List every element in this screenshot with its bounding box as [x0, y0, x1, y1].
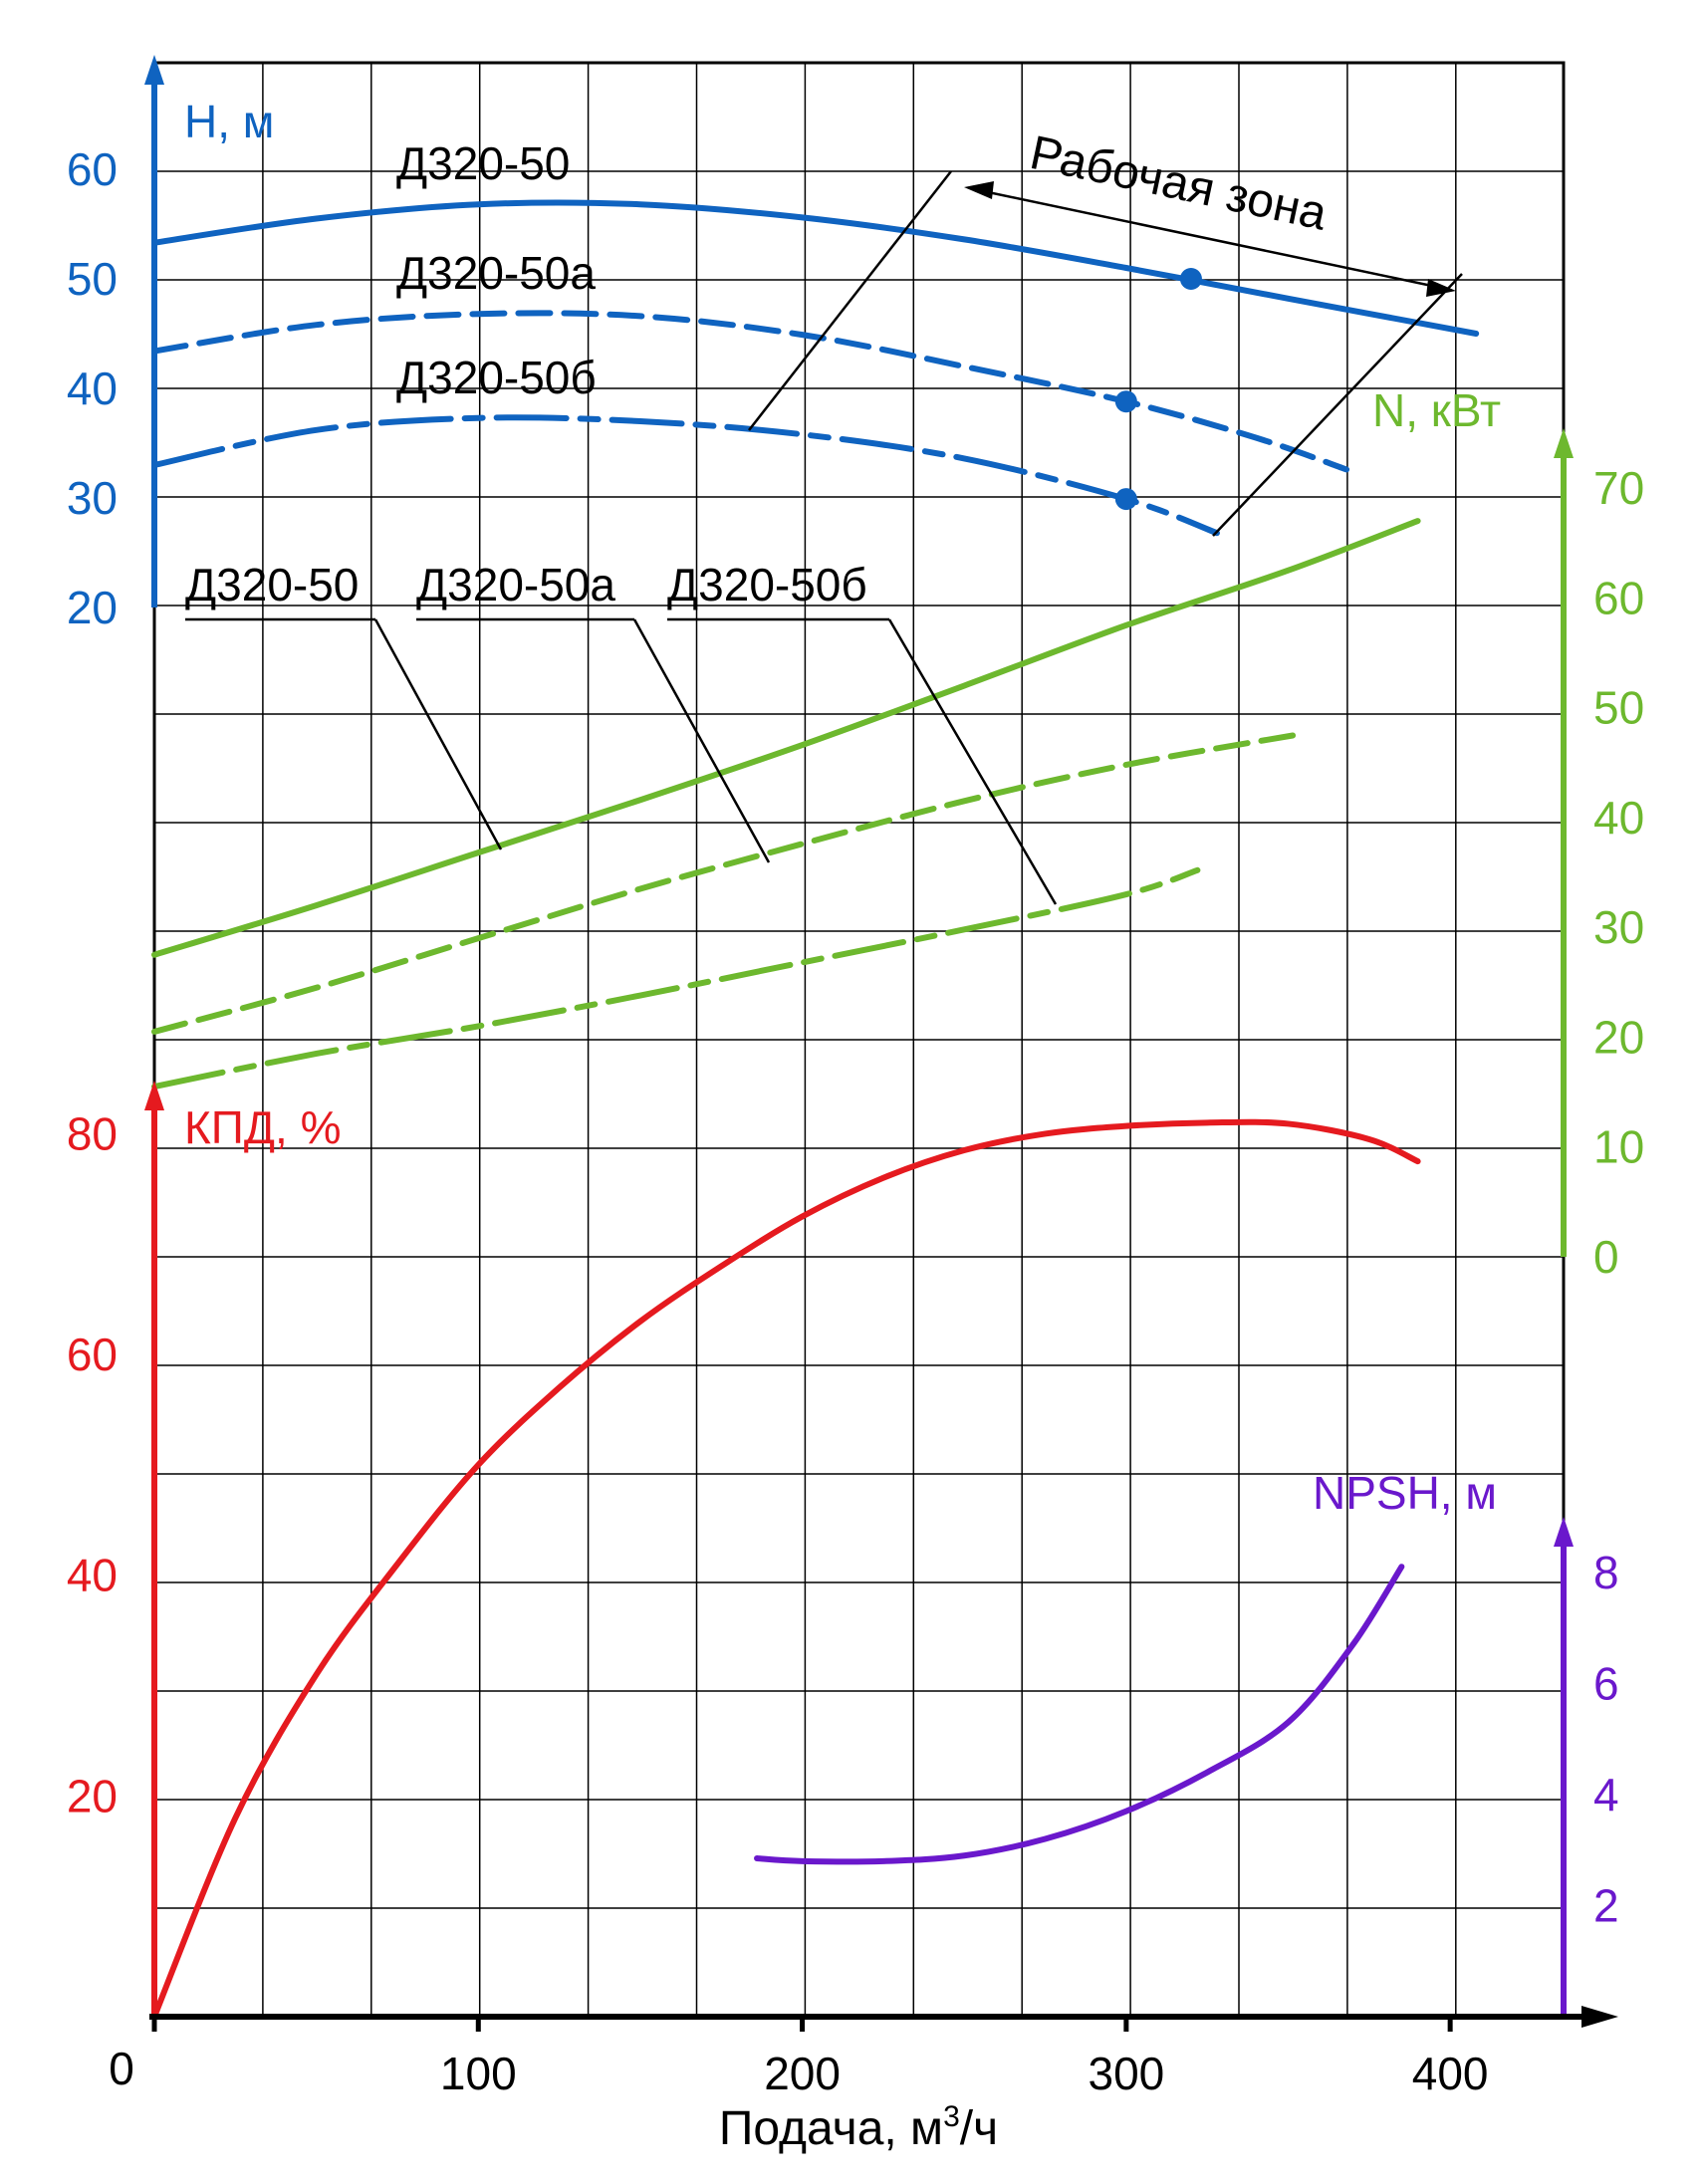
head-tick-label: 40 — [67, 363, 118, 414]
head-label-d320-50a: Д320-50а — [396, 247, 596, 299]
x-axis-title-suffix: /ч — [960, 2102, 998, 2155]
efficiency-tick-label: 80 — [67, 1107, 118, 1159]
efficiency-tick-label: 40 — [67, 1550, 118, 1601]
operating-points — [1114, 268, 1202, 511]
x-axis-title-main: Подача, м — [719, 2102, 943, 2155]
power-label-d320-50a: Д320-50а — [416, 559, 615, 610]
power-label-d320-50b: Д320-50б — [667, 559, 867, 610]
power-axis-arrow — [1554, 428, 1574, 458]
npsh-tick-label: 8 — [1593, 1547, 1619, 1598]
working-zone-arrow-left — [964, 181, 994, 199]
power-tick-label: 40 — [1593, 792, 1644, 844]
head-axis-title: H, м — [184, 96, 274, 147]
head-tick-label: 50 — [67, 253, 118, 305]
power-axis-title: N, кВт — [1372, 384, 1501, 436]
head-tick-label: 20 — [67, 582, 118, 633]
x-axis-title: Подача, м3/ч — [719, 2100, 998, 2155]
head-curve-0 — [151, 199, 1480, 337]
head-curve-1 — [151, 310, 1350, 473]
head-label-d320-50b: Д320-50б — [396, 352, 597, 403]
power-tick-label: 0 — [1593, 1231, 1619, 1283]
npsh-tick-label: 6 — [1593, 1657, 1619, 1709]
x-tick-label: 400 — [1412, 2048, 1489, 2099]
head-tick-label: 60 — [67, 143, 118, 195]
power-tick-label: 30 — [1593, 901, 1644, 953]
head-curve-2 — [151, 414, 1220, 537]
working-zone-label: Рабочая зона — [1026, 126, 1332, 241]
power-leader-1 — [373, 618, 503, 850]
power-curve-5 — [151, 866, 1201, 1091]
npsh-curve-7 — [754, 1564, 1405, 1865]
power-tick-label: 50 — [1593, 682, 1644, 734]
power-label-d320-50: Д320-50 — [185, 559, 359, 610]
efficiency-tick-label: 20 — [67, 1770, 118, 1821]
npsh-axis-arrow — [1554, 1517, 1574, 1547]
power-tick-label: 20 — [1593, 1011, 1644, 1063]
chart-grid — [154, 63, 1564, 2017]
npsh-axis-title: NPSH, м — [1313, 1467, 1497, 1519]
head-tick-label: 30 — [67, 472, 118, 524]
working-zone-arrow-right — [1426, 279, 1456, 297]
head-axis-arrow — [144, 55, 164, 85]
x-tick-label: 0 — [109, 2043, 134, 2094]
x-tick-label: 300 — [1088, 2048, 1164, 2099]
power-tick-label: 70 — [1593, 462, 1644, 514]
power-leader-3 — [887, 618, 1058, 905]
power-tick-label: 10 — [1593, 1121, 1644, 1173]
power-series-labels: Д320-50 Д320-50а Д320-50б — [185, 559, 1058, 905]
operating-point-1 — [1114, 390, 1137, 413]
npsh-tick-label: 2 — [1593, 1879, 1619, 1931]
x-tick-label: 100 — [440, 2048, 517, 2099]
power-curve-4 — [151, 732, 1299, 1035]
working-zone-left-boundary — [748, 170, 952, 431]
working-zone-right-boundary — [1212, 273, 1463, 537]
working-zone-annotation: Рабочая зона — [748, 126, 1463, 537]
efficiency-curve-6 — [151, 1118, 1421, 2020]
efficiency-axis-arrow — [144, 1081, 164, 1110]
x-tick-label: 200 — [764, 2048, 841, 2099]
head-label-d320-50: Д320-50 — [396, 137, 570, 189]
efficiency-axis-title: КПД, % — [184, 1101, 341, 1153]
power-curve-3 — [151, 518, 1421, 958]
operating-point-0 — [1179, 268, 1202, 290]
head-series-labels: Д320-50 Д320-50а Д320-50б — [396, 137, 597, 403]
npsh-tick-label: 4 — [1593, 1769, 1619, 1820]
power-leader-2 — [632, 618, 771, 863]
operating-point-2 — [1114, 488, 1137, 511]
chart-curves — [151, 199, 1480, 2020]
x-axis-arrow — [1581, 2006, 1618, 2028]
working-zone-arrow-line — [973, 187, 1447, 291]
efficiency-tick-label: 60 — [67, 1329, 118, 1380]
x-axis-title-superscript: 3 — [943, 2100, 960, 2133]
power-tick-label: 60 — [1593, 572, 1644, 623]
